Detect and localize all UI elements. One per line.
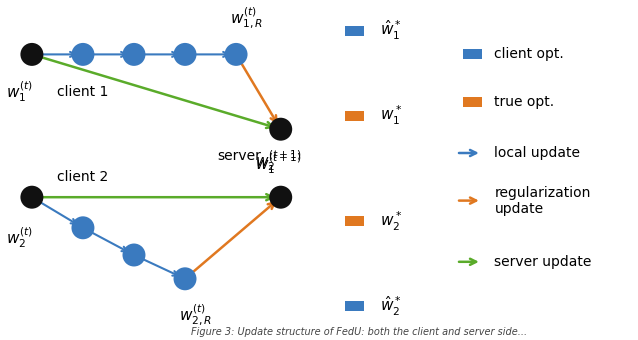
Ellipse shape bbox=[122, 243, 145, 267]
Text: $w_2^{(t)}$: $w_2^{(t)}$ bbox=[6, 226, 33, 250]
Text: client 2: client 2 bbox=[57, 170, 108, 184]
Bar bbox=[345, 301, 364, 311]
Text: $w_2^{(t+1)}$: $w_2^{(t+1)}$ bbox=[255, 149, 302, 173]
Text: local update: local update bbox=[494, 146, 581, 160]
Text: $w_{2,R}^{(t)}$: $w_{2,R}^{(t)}$ bbox=[179, 303, 212, 328]
Bar bbox=[463, 49, 482, 60]
Text: $\hat{w}_2^*$: $\hat{w}_2^*$ bbox=[380, 294, 401, 318]
Text: $w_1^{(t)}$: $w_1^{(t)}$ bbox=[6, 80, 33, 104]
Ellipse shape bbox=[71, 43, 94, 66]
Text: Figure 3: Update structure of FedU: both the client and server side...: Figure 3: Update structure of FedU: both… bbox=[191, 327, 528, 337]
Ellipse shape bbox=[225, 43, 248, 66]
Text: server: server bbox=[217, 149, 261, 163]
Ellipse shape bbox=[122, 43, 145, 66]
Text: $w_2^*$: $w_2^*$ bbox=[380, 209, 402, 233]
Text: $\hat{w}_1^*$: $\hat{w}_1^*$ bbox=[380, 19, 401, 42]
Ellipse shape bbox=[20, 43, 43, 66]
Bar bbox=[345, 26, 364, 36]
Bar bbox=[345, 216, 364, 226]
Ellipse shape bbox=[20, 186, 43, 209]
Text: server update: server update bbox=[494, 255, 592, 269]
Text: $w_1^*$: $w_1^*$ bbox=[380, 104, 402, 127]
Text: $w_{1,R}^{(t)}$: $w_{1,R}^{(t)}$ bbox=[230, 5, 263, 31]
Text: true opt.: true opt. bbox=[494, 95, 554, 109]
Ellipse shape bbox=[269, 186, 292, 209]
Ellipse shape bbox=[71, 216, 94, 239]
Text: client opt.: client opt. bbox=[494, 47, 564, 62]
Bar bbox=[345, 110, 364, 121]
Ellipse shape bbox=[174, 267, 197, 290]
Text: $w_1^{(t+1)}$: $w_1^{(t+1)}$ bbox=[255, 151, 302, 176]
Text: client 1: client 1 bbox=[57, 85, 109, 99]
Ellipse shape bbox=[174, 43, 197, 66]
Ellipse shape bbox=[269, 118, 292, 141]
Bar bbox=[463, 97, 482, 107]
Text: regularization
update: regularization update bbox=[494, 186, 591, 216]
